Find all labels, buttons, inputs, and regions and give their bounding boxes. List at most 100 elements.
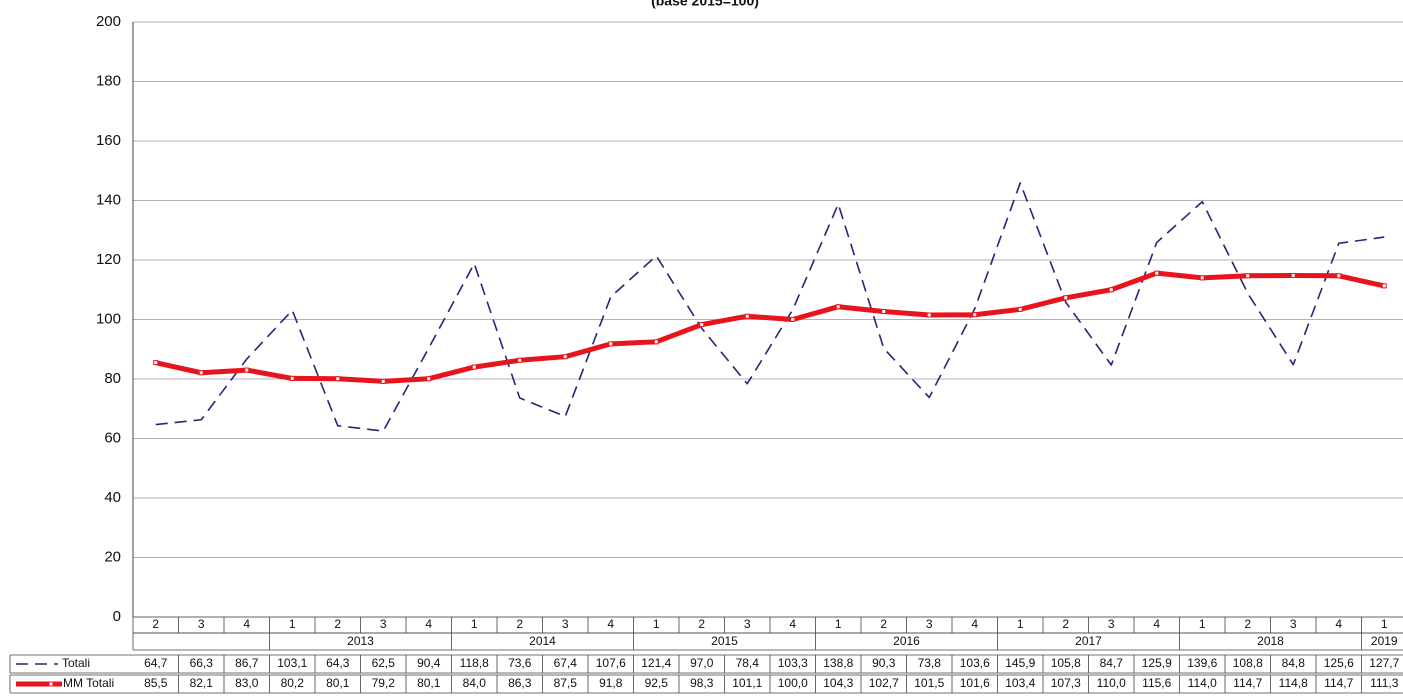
x-tick-label: 4 <box>607 617 614 631</box>
x-tick-label: 2 <box>334 617 341 631</box>
value-label: 114,7 <box>1233 676 1262 690</box>
point-marker <box>198 370 204 376</box>
value-label: 90,4 <box>417 656 441 670</box>
subtitle: (base 2015=100) <box>651 0 759 9</box>
value-label: 101,6 <box>960 676 990 690</box>
value-label: 102,7 <box>869 676 899 690</box>
value-label: 121,4 <box>641 656 671 670</box>
x-tick-label: 1 <box>1381 617 1388 631</box>
point-marker <box>653 339 659 345</box>
point-marker <box>244 367 250 373</box>
point-marker <box>1290 272 1296 278</box>
x-tick-label: 2 <box>1244 617 1251 631</box>
x-tick-label: 4 <box>425 617 432 631</box>
x-tick-label: 3 <box>562 617 569 631</box>
point-marker <box>744 313 750 319</box>
x-group-label: 2014 <box>529 634 556 648</box>
value-label: 97,0 <box>690 656 714 670</box>
point-marker <box>699 322 705 328</box>
value-label: 125,9 <box>1142 656 1172 670</box>
value-label: 80,2 <box>281 676 305 690</box>
point-marker <box>153 360 159 366</box>
x-tick-label: 3 <box>926 617 933 631</box>
point-marker <box>972 312 978 318</box>
y-tick-label: 180 <box>96 72 121 89</box>
x-tick-label: 1 <box>289 617 296 631</box>
value-label: 114,0 <box>1188 676 1217 690</box>
y-tick-label: 60 <box>104 429 121 446</box>
value-label: 90,3 <box>872 656 896 670</box>
value-label: 80,1 <box>326 676 350 690</box>
value-label: 84,7 <box>1100 656 1124 670</box>
y-tick-label: 200 <box>96 13 121 30</box>
point-marker <box>1199 275 1205 281</box>
point-marker <box>1336 273 1342 279</box>
series-line <box>155 270 1385 384</box>
value-label: 80,1 <box>417 676 441 690</box>
point-marker <box>1381 283 1387 289</box>
value-label: 107,3 <box>1051 676 1081 690</box>
value-label: 125,6 <box>1324 656 1354 670</box>
value-label: 100,0 <box>778 676 808 690</box>
value-label: 84,0 <box>463 676 487 690</box>
point-marker <box>881 308 887 314</box>
legend-label: MM Totali <box>63 676 114 690</box>
value-label: 110,0 <box>1097 676 1126 690</box>
value-label: 98,3 <box>690 676 714 690</box>
value-label: 62,5 <box>372 656 396 670</box>
x-tick-label: 3 <box>380 617 387 631</box>
value-label: 82,1 <box>190 676 214 690</box>
point-marker <box>426 376 432 382</box>
value-label: 145,9 <box>1005 656 1035 670</box>
y-tick-label: 40 <box>104 489 121 506</box>
value-label: 107,6 <box>596 656 626 670</box>
x-tick-label: 4 <box>789 617 796 631</box>
x-tick-label: 3 <box>198 617 205 631</box>
value-label: 73,8 <box>918 656 942 670</box>
point-marker <box>380 378 386 384</box>
point-marker <box>926 312 932 318</box>
x-tick-label: 3 <box>744 617 751 631</box>
value-label: 79,2 <box>372 676 396 690</box>
x-tick-label: 3 <box>1290 617 1297 631</box>
x-tick-label: 2 <box>516 617 523 631</box>
x-tick-label: 2 <box>880 617 887 631</box>
value-label: 85,5 <box>144 676 168 690</box>
x-tick-label: 4 <box>971 617 978 631</box>
x-group-label: 2015 <box>711 634 738 648</box>
point-marker <box>1154 270 1160 276</box>
value-label: 64,7 <box>144 656 168 670</box>
value-label: 66,3 <box>190 656 214 670</box>
value-label: 64,3 <box>326 656 350 670</box>
value-label: 73,6 <box>508 656 532 670</box>
x-tick-label: 1 <box>835 617 842 631</box>
x-tick-label: 2 <box>152 617 159 631</box>
y-tick-label: 0 <box>113 608 121 625</box>
x-tick-label: 1 <box>653 617 660 631</box>
value-label: 103,4 <box>1005 676 1035 690</box>
value-label: 78,4 <box>736 656 760 670</box>
value-label: 138,8 <box>823 656 853 670</box>
value-label: 87,5 <box>554 676 578 690</box>
x-tick-label: 1 <box>1017 617 1024 631</box>
value-label: 86,3 <box>508 676 532 690</box>
x-group-label: 2013 <box>347 634 374 648</box>
value-label: 101,1 <box>732 676 762 690</box>
x-tick-label: 4 <box>1335 617 1342 631</box>
point-marker <box>289 375 295 381</box>
series-line <box>155 182 1385 432</box>
value-label: 105,8 <box>1051 656 1081 670</box>
point-marker <box>1108 287 1114 293</box>
point-marker <box>335 376 341 382</box>
value-label: 91,8 <box>599 676 623 690</box>
value-label: 67,4 <box>554 656 578 670</box>
plot: 2 3 4 1 2 3 4 1 2 3 4 1 2 3 4 1 2 3 4 1 2 3 4 1 2 3 4 1 2013 2014 2015… <box>9 21 1403 694</box>
x-group-label: 2019 <box>1371 634 1398 648</box>
value-label: 104,3 <box>823 676 853 690</box>
legend-marker <box>48 681 54 687</box>
y-tick-label: 160 <box>96 132 121 149</box>
value-label: 103,6 <box>960 656 990 670</box>
y-tick-label: 140 <box>96 191 121 208</box>
value-label: 115,6 <box>1142 676 1171 690</box>
